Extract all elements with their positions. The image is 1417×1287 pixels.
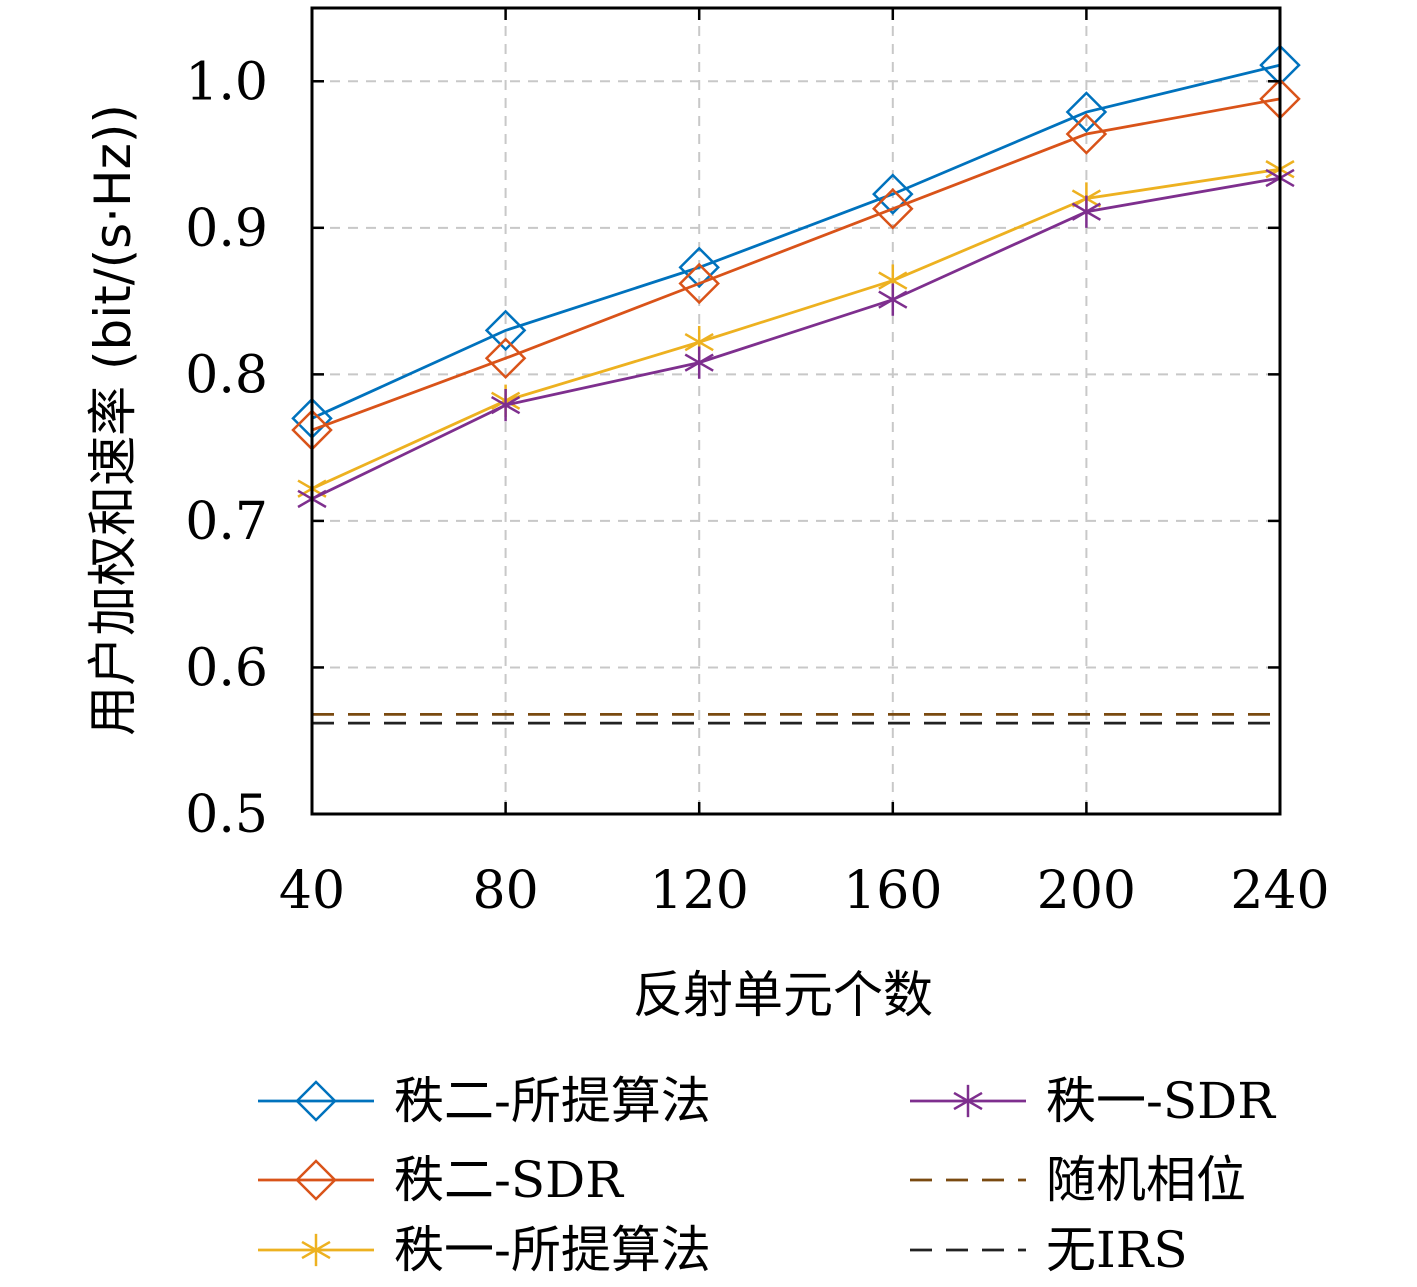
x-tick-label: 120 xyxy=(650,861,749,921)
y-axis-title: 用户加权和速率 (bit/(s·Hz)) xyxy=(84,104,142,736)
data-point-diamond xyxy=(1065,91,1108,133)
data-point-asterisk xyxy=(1071,195,1102,228)
y-tick-label: 1.0 xyxy=(185,52,268,112)
legend-item: 随机相位 xyxy=(910,1151,1246,1209)
x-tick-label: 240 xyxy=(1230,861,1329,921)
x-axis-title: 反射单元个数 xyxy=(633,966,933,1024)
data-point-diamond xyxy=(678,246,720,289)
legend-item: 秩一-所提算法 xyxy=(258,1221,711,1279)
grid xyxy=(312,8,1280,814)
legend-label: 无IRS xyxy=(1046,1221,1188,1279)
data-point-asterisk xyxy=(301,1233,331,1267)
legend-label: 秩二-所提算法 xyxy=(394,1072,711,1130)
y-tick-label: 0.7 xyxy=(185,492,268,552)
data-point-diamond xyxy=(484,337,527,380)
data-point-diamond xyxy=(678,262,720,305)
legend-label: 随机相位 xyxy=(1046,1151,1246,1209)
plot-lines xyxy=(291,44,1301,725)
legend-item: 秩二-所提算法 xyxy=(258,1072,711,1130)
legend-label: 秩一-SDR xyxy=(1046,1072,1276,1130)
data-point-asterisk xyxy=(878,283,908,316)
legend-item: 秩二-SDR xyxy=(258,1151,624,1209)
y-tick-label: 0.6 xyxy=(185,638,268,698)
x-tick-label: 40 xyxy=(279,861,345,921)
series-line xyxy=(311,97,1281,432)
legend-label: 秩二-SDR xyxy=(394,1151,624,1209)
x-tick-label: 160 xyxy=(843,861,942,921)
data-point-diamond xyxy=(1065,113,1108,155)
legend-item: 秩一-SDR xyxy=(910,1072,1276,1130)
x-tick-label: 80 xyxy=(473,861,539,921)
x-tick-label: 200 xyxy=(1037,861,1136,921)
ticks: 40 80 120 160 200 240 0.5 0.6 0.7 0.8 0.9 1.0 xyxy=(185,8,1330,921)
data-point-asterisk xyxy=(953,1084,983,1118)
data-point-asterisk xyxy=(684,346,714,379)
series-line xyxy=(311,167,1281,490)
y-tick-label: 0.9 xyxy=(185,199,268,259)
data-point-diamond xyxy=(295,1080,337,1122)
legend-item: 无IRS xyxy=(910,1221,1188,1279)
y-tick-label: 0.5 xyxy=(185,785,268,845)
data-point-diamond xyxy=(872,187,914,230)
series-line xyxy=(311,176,1281,501)
legend-label: 秩一-所提算法 xyxy=(394,1221,711,1279)
data-point-diamond xyxy=(872,173,914,215)
data-point-asterisk xyxy=(490,388,521,422)
y-tick-label: 0.8 xyxy=(185,345,268,405)
data-point-diamond xyxy=(484,309,527,352)
axes-box xyxy=(310,6,1282,816)
data-point-diamond xyxy=(295,1159,337,1201)
series-line xyxy=(311,63,1281,420)
